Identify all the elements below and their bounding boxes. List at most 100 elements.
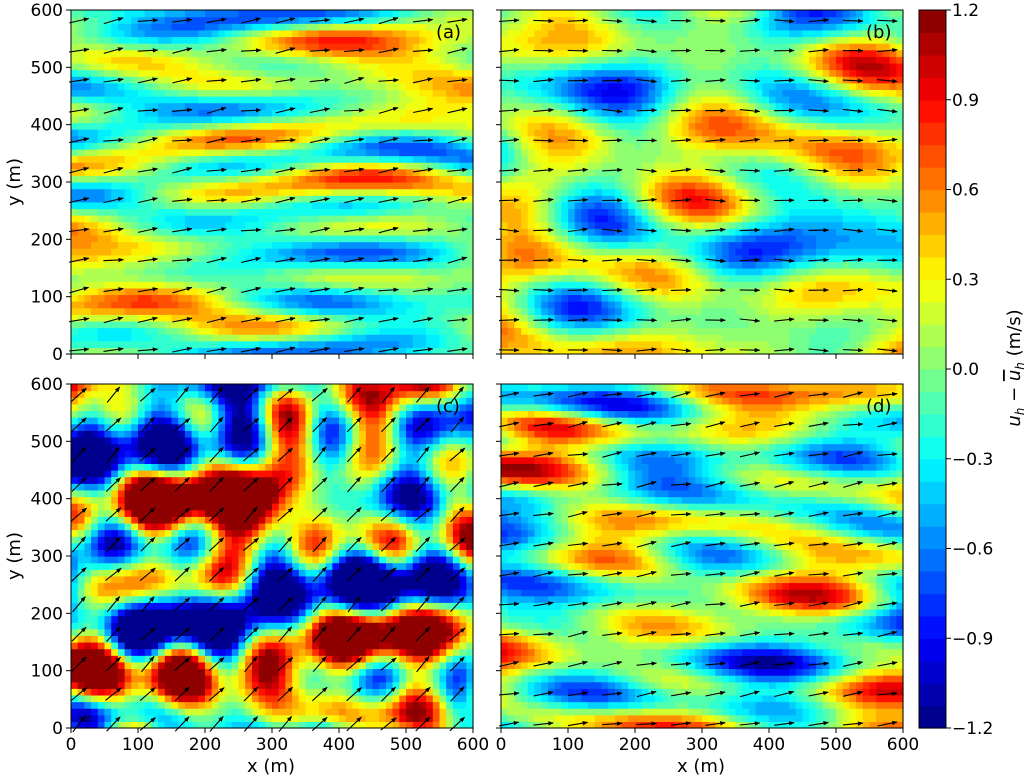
field-cell (628, 294, 636, 302)
field-cell (554, 274, 562, 282)
field-cell (251, 102, 260, 110)
field-cell (305, 334, 313, 342)
field-cell (668, 248, 676, 256)
field-cell (111, 301, 119, 309)
field-cell (432, 201, 441, 210)
field-cell (561, 261, 569, 269)
field-cell (251, 274, 260, 282)
field-cell (459, 215, 467, 223)
field-cell (325, 327, 333, 335)
field-cell (661, 208, 670, 216)
field-cell (124, 195, 132, 203)
field-cell (412, 102, 420, 110)
field-cell (426, 122, 434, 130)
field-cell (285, 115, 293, 124)
field-cell (554, 234, 562, 243)
field-cell (688, 221, 696, 229)
field-cell (111, 215, 119, 223)
field-cell (514, 314, 522, 322)
field-cell (372, 314, 380, 322)
field-cell (708, 287, 716, 296)
field-cell (735, 234, 743, 243)
field-cell (144, 129, 152, 137)
field-cell (245, 82, 253, 90)
field-cell (225, 102, 233, 110)
field-cell (661, 162, 670, 170)
field-cell (594, 314, 603, 322)
field-cell (272, 36, 280, 44)
field-cell (568, 320, 576, 329)
field-cell (231, 89, 240, 97)
field-cell (211, 102, 219, 110)
field-cell (77, 201, 85, 210)
field-cell (836, 182, 844, 190)
field-cell (561, 175, 569, 183)
field-cell (452, 122, 461, 130)
field-cell (91, 89, 99, 97)
field-cell (144, 23, 152, 31)
field-cell (171, 274, 179, 282)
field-cell (608, 254, 616, 262)
field-cell (124, 129, 132, 137)
field-cell (501, 201, 509, 210)
field-cell (439, 215, 447, 223)
field-cell (298, 340, 307, 348)
field-cell (352, 142, 360, 150)
field-cell (554, 281, 562, 289)
field-cell (728, 301, 737, 309)
field-cell (748, 281, 757, 289)
velocity-arrow (241, 286, 262, 294)
field-cell (521, 261, 529, 269)
field-cell (869, 287, 877, 296)
field-cell (742, 182, 750, 190)
field-cell (399, 347, 407, 355)
field-cell (97, 142, 106, 150)
field-cell (131, 89, 139, 97)
field-cell (419, 268, 427, 276)
field-cell (198, 96, 206, 104)
field-cell (84, 301, 92, 309)
field-cell (158, 109, 166, 117)
field-cell (514, 301, 522, 309)
field-cell (71, 314, 79, 322)
field-cell (97, 320, 106, 329)
field-cell (372, 327, 380, 335)
field-cell (298, 188, 307, 196)
field-cell (238, 43, 246, 51)
field-cell (554, 208, 562, 216)
field-cell (305, 327, 313, 335)
field-cell (345, 320, 353, 329)
field-cell (514, 248, 522, 256)
field-cell (332, 261, 340, 269)
field-cell (452, 182, 461, 190)
field-cell (258, 327, 266, 335)
field-cell (862, 248, 871, 256)
field-cell (231, 82, 240, 90)
field-cell (117, 43, 126, 51)
field-cell (131, 208, 139, 216)
field-cell (601, 241, 609, 249)
field-cell (869, 254, 877, 262)
field-cell (869, 294, 877, 302)
field-cell (238, 102, 246, 110)
field-cell (305, 294, 313, 302)
field-cell (251, 241, 260, 249)
field-cell (352, 82, 360, 90)
field-cell (218, 69, 226, 77)
field-cell (272, 320, 280, 329)
field-cell (412, 254, 420, 262)
velocity-arrow (206, 167, 227, 173)
field-cell (258, 69, 266, 77)
field-cell (675, 208, 683, 216)
velocity-arrow (103, 77, 124, 83)
field-cell (681, 281, 690, 289)
field-cell (385, 69, 394, 77)
field-cell (372, 135, 380, 143)
field-cell (581, 320, 589, 329)
field-cell (158, 16, 166, 24)
field-cell (84, 320, 92, 329)
field-cell (452, 148, 461, 157)
field-cell (258, 43, 266, 51)
field-cell (802, 201, 810, 210)
field-cell (655, 301, 663, 309)
